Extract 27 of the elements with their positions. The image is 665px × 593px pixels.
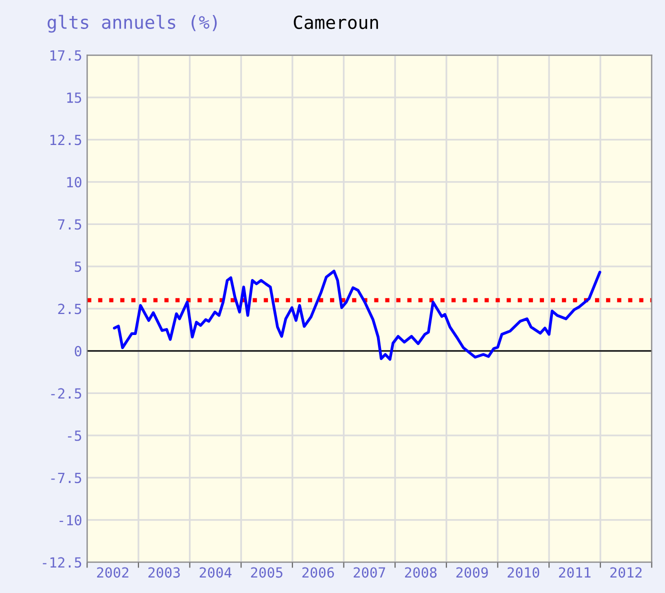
y-tick-label: 12.5 (50, 134, 82, 146)
y-tick-label: -5 (68, 430, 82, 441)
x-tick-label: 2009 (456, 567, 488, 578)
y-tick-label: 0 (74, 346, 82, 356)
x-tick-label: 2011 (559, 567, 590, 578)
chart-title: Cameroun (294, 15, 378, 30)
x-tick-label: 2008 (405, 567, 437, 578)
x-tick-label: 2002 (97, 567, 128, 578)
x-tick-label: 2004 (200, 567, 232, 578)
y-tick-label: 2.5 (58, 304, 82, 314)
x-tick-label: 2003 (148, 567, 180, 578)
y-tick-label: 17.5 (50, 50, 82, 61)
y-tick-label: -2.5 (51, 388, 82, 399)
x-tick-label: 2012 (610, 567, 642, 578)
x-tick-label: 2010 (508, 567, 540, 578)
y-tick-label: 7.5 (58, 219, 82, 230)
y-tick-label: 10 (67, 176, 82, 188)
x-tick-label: 2006 (302, 567, 334, 578)
x-tick-label: 2005 (251, 567, 282, 578)
y-tick-label: -10 (60, 514, 82, 526)
line-series (112, 270, 602, 361)
y-tick-label: 5 (74, 262, 82, 272)
x-tick-label: 2007 (354, 567, 386, 578)
y-tick-label: 15 (67, 92, 82, 103)
y-axis-title: glts annuels (%) (48, 14, 217, 33)
y-tick-label: -12.5 (42, 557, 82, 568)
y-tick-label: -7.5 (51, 472, 82, 484)
